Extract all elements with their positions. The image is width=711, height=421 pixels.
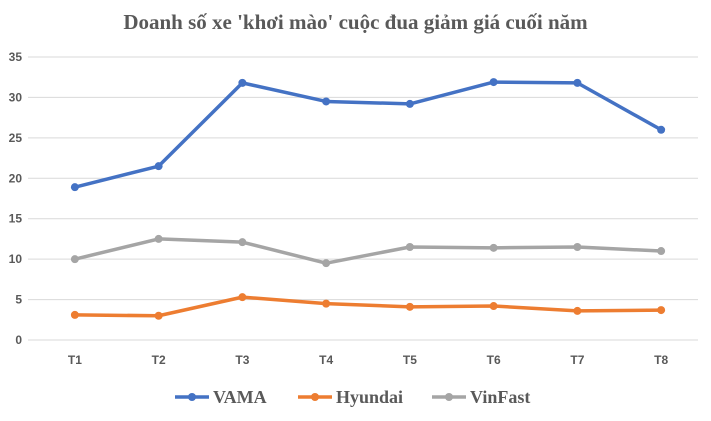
x-tick-label: T7 [570, 353, 584, 367]
y-tick-label: 25 [9, 131, 23, 145]
series-line-vama [74, 80, 662, 189]
series-line-hyundai [74, 295, 662, 318]
data-point-vinfast [573, 243, 582, 252]
x-tick-label: T3 [235, 353, 249, 367]
y-tick-label: 5 [15, 293, 22, 307]
series-line-vinfast [74, 237, 662, 265]
x-tick-label: T2 [152, 353, 166, 367]
legend-label-vama: VAMA [213, 387, 267, 407]
data-point-vinfast [405, 243, 414, 252]
data-point-vinfast [70, 255, 79, 264]
data-point-hyundai [238, 293, 247, 302]
x-tick-label: T4 [319, 353, 333, 367]
data-point-vinfast [322, 259, 331, 268]
data-point-hyundai [70, 310, 79, 319]
x-tick-label: T8 [654, 353, 668, 367]
data-point-hyundai [154, 311, 163, 320]
legend-marker-vinfast [445, 393, 453, 401]
y-tick-label: 0 [15, 333, 22, 347]
data-point-hyundai [322, 299, 331, 308]
y-tick-label: 20 [9, 171, 23, 185]
x-tick-label: T1 [68, 353, 82, 367]
y-tick-label: 35 [9, 50, 23, 64]
x-tick-label: T5 [403, 353, 417, 367]
data-point-vama [573, 78, 582, 87]
data-point-vinfast [489, 243, 498, 252]
data-point-vinfast [238, 238, 247, 247]
data-point-vama [405, 99, 414, 108]
data-point-vama [322, 97, 331, 106]
x-tick-label: T6 [487, 353, 501, 367]
legend-label-vinfast: VinFast [470, 387, 530, 407]
data-point-hyundai [405, 302, 414, 311]
data-point-vama [657, 125, 666, 134]
y-tick-label: 30 [9, 90, 23, 104]
data-point-vama [238, 78, 247, 87]
legend-marker-hyundai [311, 393, 319, 401]
legend-marker-vama [188, 393, 196, 401]
y-tick-label: 15 [9, 212, 23, 226]
data-point-vama [489, 78, 498, 87]
data-point-vinfast [657, 247, 666, 256]
data-point-vama [70, 183, 79, 192]
legend-label-hyundai: Hyundai [336, 387, 403, 407]
data-point-vama [154, 162, 163, 171]
data-point-hyundai [489, 302, 498, 311]
y-tick-label: 10 [9, 252, 23, 266]
data-point-hyundai [657, 306, 666, 315]
data-point-hyundai [573, 306, 582, 315]
chart-title: Doanh số xe 'khơi mào' cuộc đua giảm giá… [123, 10, 588, 34]
data-point-vinfast [154, 234, 163, 243]
